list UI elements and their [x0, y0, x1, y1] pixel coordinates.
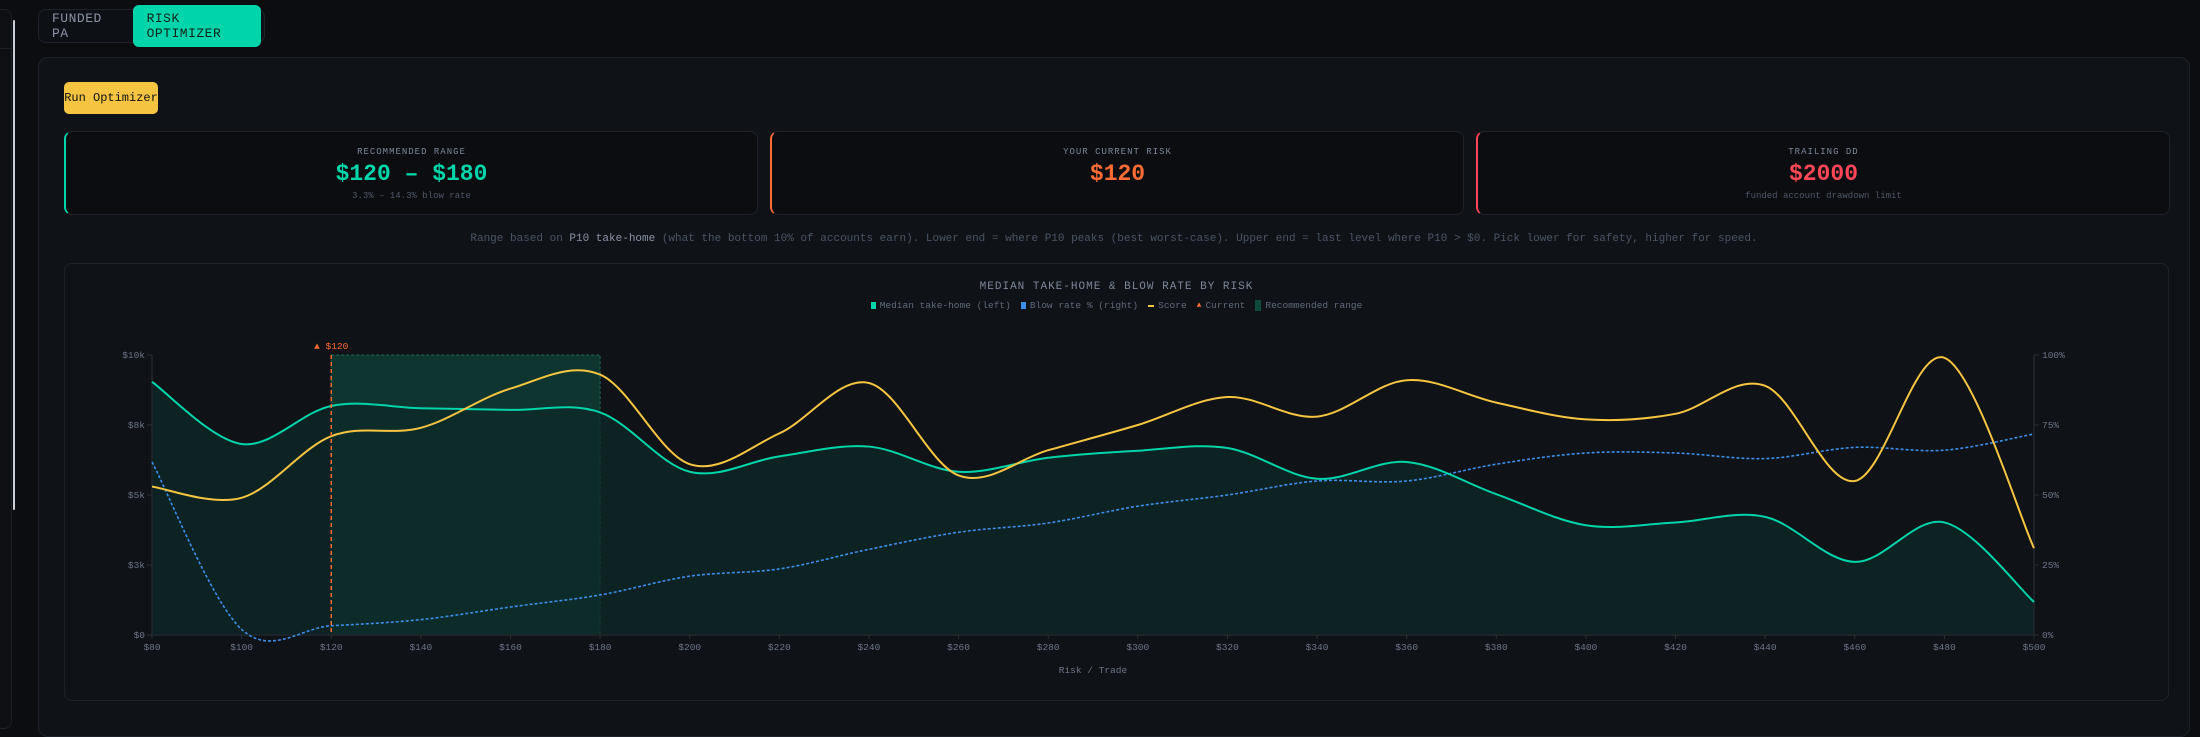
current-risk-label: ▲ $120 [314, 341, 349, 352]
legend-current: ▲ Current [1196, 300, 1246, 311]
chart-card: MEDIAN TAKE-HOME & BLOW RATE BY RISK Med… [64, 263, 2169, 701]
x-tick-label: $200 [678, 642, 701, 653]
y-left-tick-label: $5k [128, 490, 145, 501]
scrollbar[interactable] [13, 20, 15, 510]
y-right-tick-label: 75% [2042, 420, 2059, 431]
x-tick-label: $320 [1216, 642, 1239, 653]
tab-risk-optimizer[interactable]: RISK OPTIMIZER [132, 5, 261, 47]
note-text: Range based on [470, 233, 570, 245]
x-tick-label: $420 [1664, 642, 1687, 653]
chart-legend: Median take-home (left) Blow rate % (rig… [65, 300, 2168, 311]
run-optimizer-button[interactable]: Run Optimizer [64, 82, 158, 114]
x-tick-label: $140 [409, 642, 432, 653]
y-left-tick-label: $0 [134, 630, 146, 641]
stat-value: $120 [1089, 161, 1146, 187]
stat-label: RECOMMENDED RANGE [357, 147, 466, 157]
y-right-tick-label: 25% [2042, 560, 2059, 571]
x-tick-label: $160 [499, 642, 522, 653]
score-line [151, 356, 2035, 549]
x-tick-label: $300 [1126, 642, 1149, 653]
blow-rate-line [151, 433, 2035, 642]
median-line [151, 381, 2035, 603]
chart-svg: $0 $3k $5k $8k $10k 0% 25% 50% 75% 100% $80 $100 $12… [122, 341, 2065, 676]
x-tick-label: $120 [320, 642, 343, 653]
x-tick-label: $360 [1395, 642, 1418, 653]
recommended-range-card: RECOMMENDED RANGE $120 – $180 3.3% – 14.… [64, 131, 758, 215]
note-emphasis: P10 take-home [569, 233, 656, 245]
legend-recommended-range: Recommended range [1255, 300, 1362, 311]
y-right-tick-label: 0% [2042, 630, 2054, 641]
optimizer-panel: Run Optimizer RECOMMENDED RANGE $120 – $… [38, 57, 2190, 737]
x-tick-label: $500 [2023, 642, 2046, 653]
median-area [152, 381, 2034, 635]
y-left-tick-label: $8k [128, 420, 145, 431]
x-tick-label: $220 [768, 642, 791, 653]
tab-bar: FUNDED PA RISK OPTIMIZER [38, 5, 265, 47]
y-right-tick-label: 50% [2042, 490, 2059, 501]
x-tick-label: $400 [1574, 642, 1597, 653]
x-tick-label: $440 [1754, 642, 1777, 653]
y-right-tick-label: 100% [2042, 350, 2065, 361]
y-left-tick-label: $3k [128, 560, 145, 571]
y-left-tick-label: $10k [122, 350, 145, 361]
stat-sub: 3.3% – 14.3% blow rate [352, 191, 471, 201]
divider [0, 48, 11, 49]
range-explanation: Range based on P10 take-home (what the b… [39, 233, 2189, 245]
stat-value: $120 – $180 [335, 161, 488, 187]
current-risk-card: YOUR CURRENT RISK $120 [770, 131, 1464, 215]
stat-label: YOUR CURRENT RISK [1063, 147, 1172, 157]
x-tick-label: $380 [1485, 642, 1508, 653]
x-tick-label: $340 [1306, 642, 1329, 653]
x-tick-label: $460 [1843, 642, 1866, 653]
trailing-dd-card: TRAILING DD $2000 funded account drawdow… [1476, 131, 2170, 215]
x-tick-label: $180 [589, 642, 612, 653]
x-tick-label: $260 [947, 642, 970, 653]
x-tick-label: $100 [230, 642, 253, 653]
legend-median: Median take-home (left) [870, 300, 1011, 311]
x-tick-label: $280 [1037, 642, 1060, 653]
chart-title: MEDIAN TAKE-HOME & BLOW RATE BY RISK [979, 281, 1254, 293]
x-tick-label: $80 [143, 642, 160, 653]
stat-sub: funded account drawdown limit [1745, 191, 1902, 201]
stat-value: $2000 [1788, 161, 1858, 187]
x-axis-label: Risk / Trade [1059, 665, 1128, 676]
x-tick-label: $240 [858, 642, 881, 653]
tab-funded-pa[interactable]: FUNDED PA [52, 11, 102, 41]
note-text: (what the bottom 10% of accounts earn). … [655, 233, 1758, 245]
legend-blow-rate: Blow rate % (right) [1020, 300, 1138, 311]
legend-score: Score [1148, 300, 1187, 311]
side-panel [0, 9, 12, 729]
stat-label: TRAILING DD [1788, 147, 1859, 157]
x-tick-label: $480 [1933, 642, 1956, 653]
